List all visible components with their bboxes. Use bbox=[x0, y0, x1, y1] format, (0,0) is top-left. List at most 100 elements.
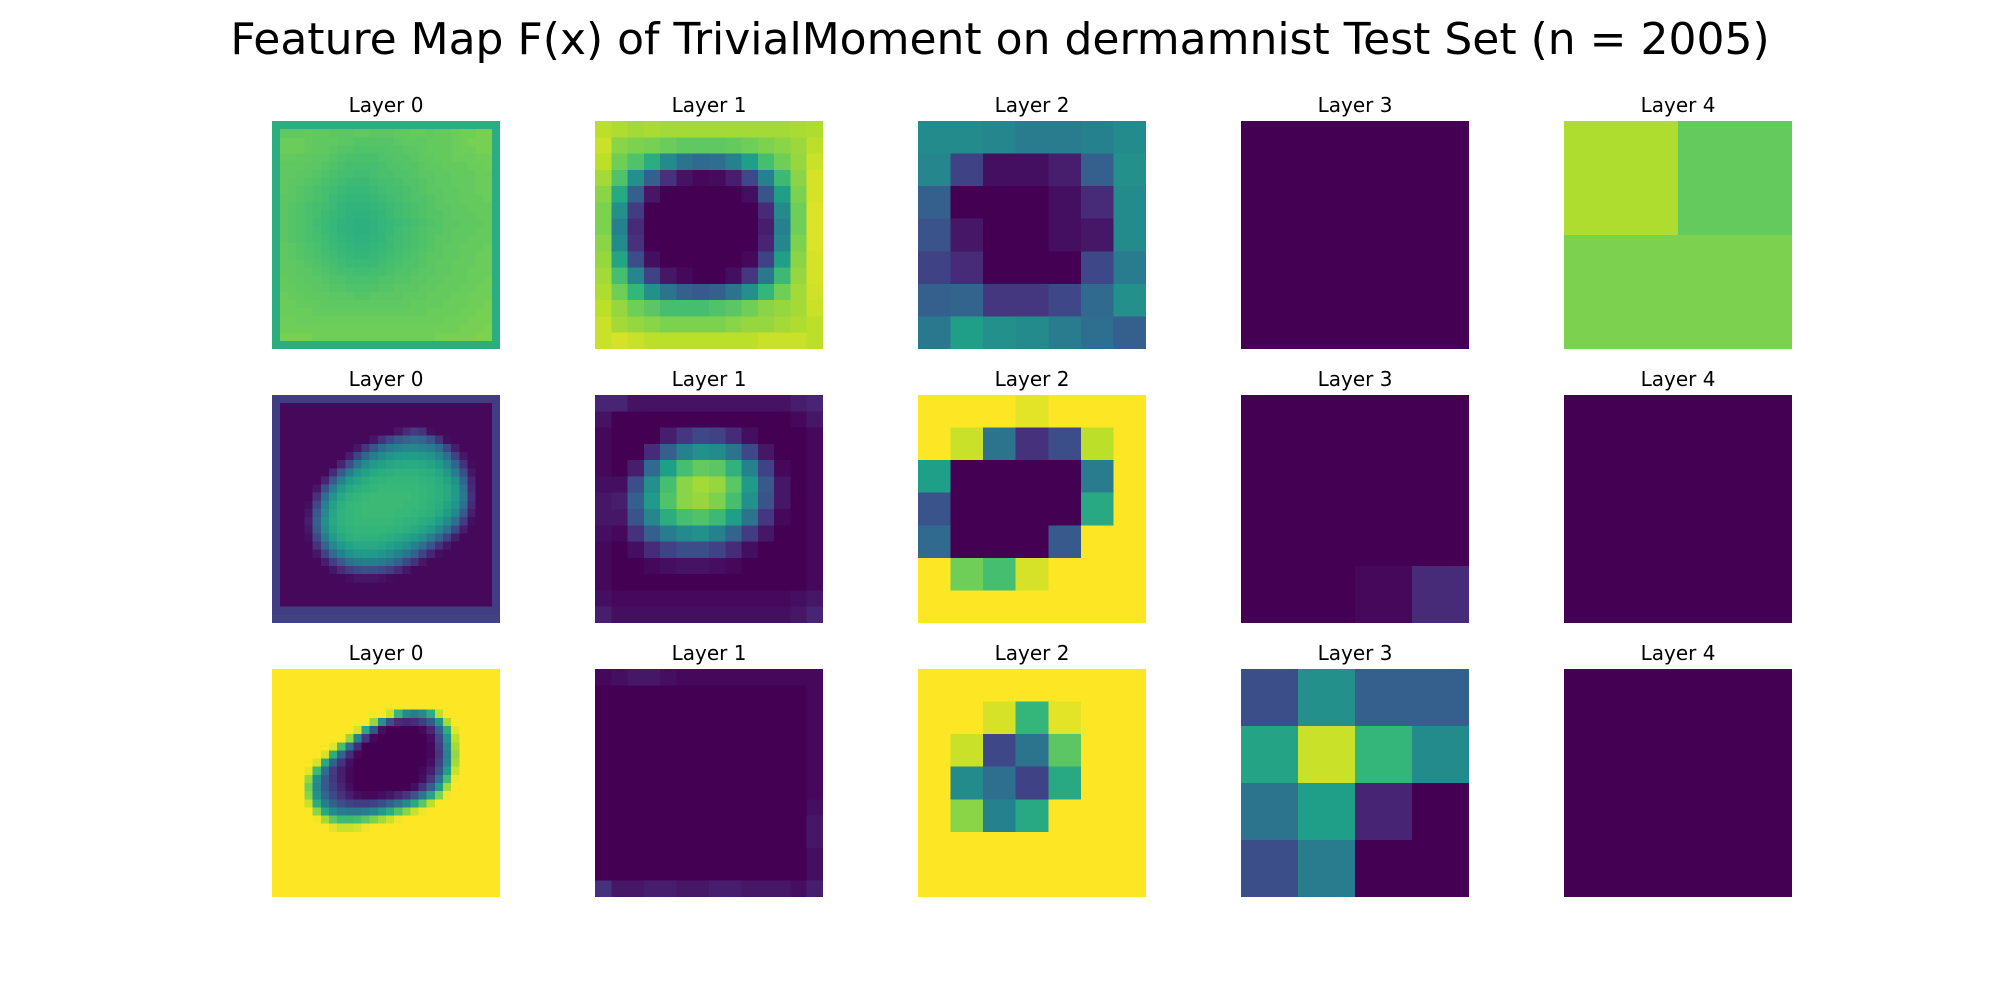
heatmap-cell bbox=[410, 460, 419, 469]
heatmap-cell bbox=[426, 831, 436, 841]
heatmap-cell bbox=[410, 566, 419, 575]
heatmap-cell bbox=[595, 574, 612, 591]
heatmap-cell bbox=[361, 566, 370, 575]
heatmap-cell bbox=[361, 145, 370, 154]
heatmap-cell bbox=[288, 815, 297, 824]
heatmap-cell bbox=[361, 153, 370, 162]
heatmap-cell bbox=[353, 186, 362, 195]
heatmap-cell bbox=[386, 783, 395, 792]
heatmap-cell bbox=[426, 606, 436, 616]
heatmap-cell bbox=[491, 582, 500, 591]
heatmap-cell bbox=[643, 235, 661, 252]
heatmap-cell bbox=[467, 186, 476, 195]
heatmap-cell bbox=[410, 186, 419, 195]
heatmap-cell bbox=[483, 606, 493, 616]
heatmap-cell bbox=[272, 137, 281, 146]
heatmap-cell bbox=[774, 235, 791, 252]
heatmap-cell bbox=[443, 435, 452, 445]
heatmap-cell bbox=[491, 452, 500, 461]
heatmap-cell bbox=[806, 283, 823, 301]
heatmap-cell bbox=[709, 848, 726, 865]
heatmap-cell bbox=[660, 734, 677, 751]
heatmap-cell bbox=[386, 169, 395, 179]
heatmap-cell bbox=[386, 186, 395, 195]
heatmap-cell bbox=[434, 758, 444, 767]
heatmap-cell bbox=[337, 701, 346, 710]
heatmap-cell bbox=[304, 468, 313, 477]
heatmap-cell bbox=[741, 831, 759, 849]
heatmap-cell bbox=[451, 541, 460, 550]
heatmap-cell bbox=[475, 758, 484, 767]
heatmap-cell bbox=[1564, 121, 1681, 238]
heatmap-cell bbox=[467, 864, 476, 873]
heatmap-cell bbox=[329, 840, 338, 849]
heatmap-cell bbox=[725, 606, 742, 623]
heatmap-cell bbox=[676, 864, 694, 882]
heatmap-cell bbox=[377, 202, 387, 211]
heatmap-cell bbox=[329, 332, 338, 342]
heatmap-cell bbox=[660, 169, 677, 187]
heatmap-cell bbox=[280, 783, 289, 792]
heatmap-cell bbox=[1298, 669, 1357, 728]
heatmap-cell bbox=[443, 145, 452, 154]
heatmap-cell bbox=[443, 864, 452, 873]
heatmap-cell bbox=[329, 210, 338, 219]
heatmap-cell bbox=[443, 734, 452, 743]
heatmap-cell bbox=[361, 606, 370, 616]
heatmap-cell bbox=[491, 566, 500, 575]
heatmap-cell bbox=[459, 316, 468, 325]
heatmap-cell bbox=[386, 468, 395, 477]
heatmap-cell bbox=[410, 251, 419, 260]
heatmap-cell bbox=[660, 766, 677, 784]
heatmap-cell bbox=[386, 332, 395, 342]
heatmap-cell bbox=[1048, 831, 1082, 866]
heatmap-cell bbox=[353, 582, 362, 591]
heatmap-cell bbox=[345, 541, 354, 550]
heatmap-cell bbox=[386, 137, 395, 146]
heatmap-cell bbox=[741, 799, 759, 816]
heatmap-cell bbox=[1048, 557, 1082, 592]
heatmap-cell bbox=[304, 169, 313, 179]
heatmap-cell bbox=[329, 395, 338, 404]
heatmap-cell bbox=[418, 283, 427, 293]
heatmap-cell bbox=[288, 799, 297, 808]
heatmap-cell bbox=[950, 395, 984, 429]
heatmap-cell bbox=[643, 137, 661, 154]
heatmap-cell bbox=[757, 831, 775, 849]
heatmap-cell bbox=[757, 750, 775, 768]
heatmap-cell bbox=[377, 669, 387, 678]
heatmap-cell bbox=[410, 178, 419, 187]
heatmap-cell bbox=[918, 864, 952, 897]
heatmap-cell bbox=[386, 701, 395, 710]
heatmap-cell bbox=[386, 880, 395, 890]
heatmap-cell bbox=[806, 541, 823, 559]
heatmap-cell bbox=[983, 218, 1017, 252]
heatmap-cell bbox=[741, 783, 759, 800]
heatmap-cell bbox=[1113, 218, 1146, 252]
heatmap-cell bbox=[434, 340, 444, 349]
heatmap-cell bbox=[329, 750, 338, 759]
heatmap-cell bbox=[312, 726, 322, 735]
heatmap-cell bbox=[418, 590, 427, 599]
heatmap-cell bbox=[475, 831, 484, 841]
heatmap-cell bbox=[741, 395, 759, 412]
heatmap-cell bbox=[611, 121, 628, 138]
heatmap-cell bbox=[337, 308, 346, 317]
heatmap-cell bbox=[337, 267, 346, 276]
heatmap-cell bbox=[402, 823, 411, 833]
heatmap-cell bbox=[337, 468, 346, 477]
heatmap-cell bbox=[595, 783, 612, 800]
heatmap-cell bbox=[467, 259, 476, 268]
heatmap-cell bbox=[312, 709, 322, 719]
heatmap-cell bbox=[280, 888, 289, 897]
heatmap-cell bbox=[426, 509, 436, 518]
heatmap-cell bbox=[377, 541, 387, 550]
heatmap-cell bbox=[757, 492, 775, 510]
heatmap-cell bbox=[320, 669, 330, 678]
heatmap-cell bbox=[643, 427, 661, 445]
heatmap-cell bbox=[369, 766, 379, 776]
heatmap-cell bbox=[676, 169, 694, 187]
heatmap-cell bbox=[386, 259, 395, 268]
heatmap-cell bbox=[676, 701, 694, 719]
heatmap-cell bbox=[394, 178, 403, 187]
